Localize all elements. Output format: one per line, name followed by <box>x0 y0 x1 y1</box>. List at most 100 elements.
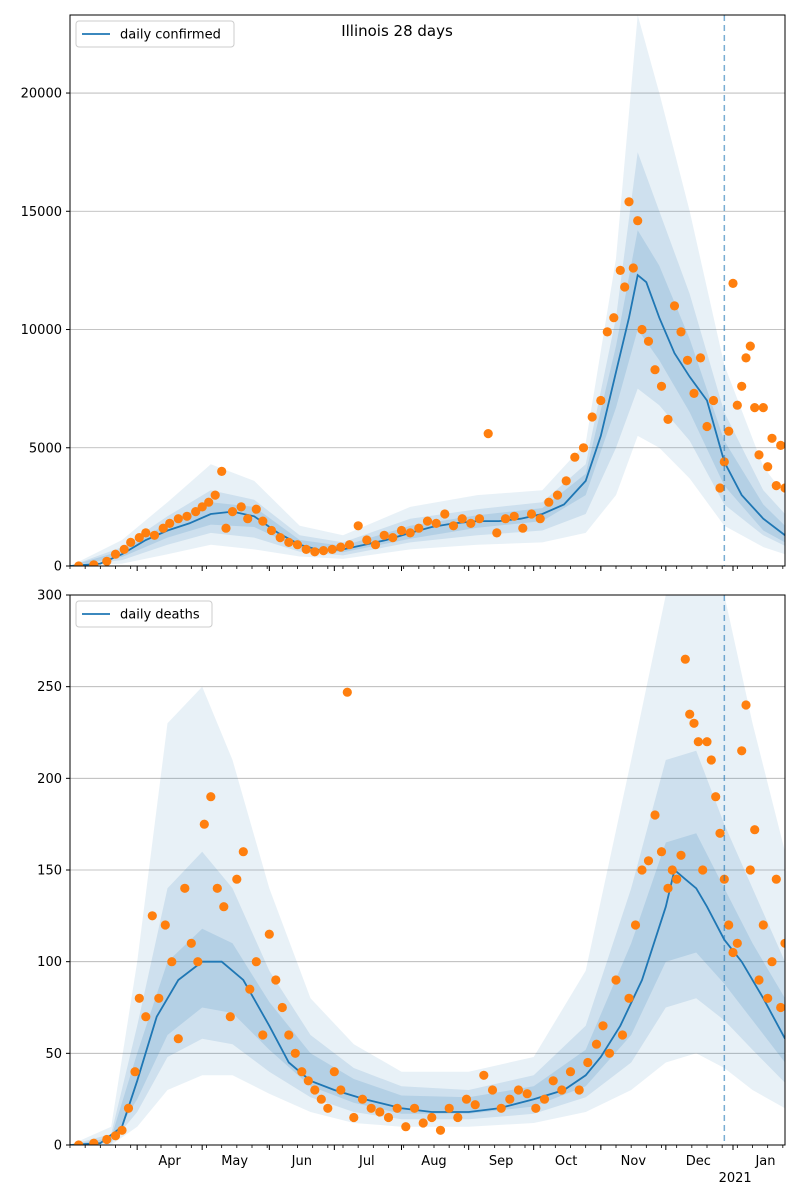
observed-point <box>74 561 84 566</box>
observed-point <box>303 1076 313 1086</box>
observed-point <box>719 457 729 467</box>
observed-point <box>414 523 424 533</box>
observed-point <box>763 993 773 1003</box>
y-tick-label: 300 <box>37 589 62 604</box>
observed-point <box>583 1057 593 1068</box>
observed-point <box>158 523 168 533</box>
observed-point <box>193 957 203 967</box>
observed-point <box>388 533 398 543</box>
observed-point <box>682 355 693 365</box>
observed-point <box>750 403 760 413</box>
observed-point <box>206 792 216 802</box>
observed-point <box>396 525 407 536</box>
observed-point <box>548 1076 558 1086</box>
x-year-label: 2021 <box>719 1171 752 1186</box>
observed-point <box>637 865 647 875</box>
observed-point <box>323 1103 333 1113</box>
legend-label: daily deaths <box>120 608 200 623</box>
observed-point <box>284 1030 294 1040</box>
observed-point <box>706 755 716 765</box>
observed-point <box>154 993 164 1003</box>
observed-point <box>620 282 630 292</box>
observed-point <box>89 1138 99 1145</box>
legend-label: daily confirmed <box>120 28 221 43</box>
observed-point <box>217 466 227 476</box>
observed-point <box>353 521 363 531</box>
observed-point <box>336 1085 346 1095</box>
observed-point <box>771 481 781 491</box>
uncertainty-band-outer <box>70 15 785 566</box>
x-tick-label: Jan <box>754 1154 775 1169</box>
observed-point <box>160 920 170 930</box>
observed-point <box>711 792 721 802</box>
observed-point <box>483 429 493 439</box>
observed-point <box>284 537 294 548</box>
observed-point <box>173 514 183 524</box>
observed-point <box>715 828 725 838</box>
observed-point <box>758 403 768 413</box>
observed-point <box>210 490 220 500</box>
observed-point <box>531 1103 541 1113</box>
observed-point <box>591 1039 602 1049</box>
observed-point <box>561 476 571 486</box>
y-tick-label: 5000 <box>29 441 62 456</box>
observed-point <box>596 395 606 406</box>
legend: daily confirmed <box>75 20 235 48</box>
observed-point <box>134 993 144 1003</box>
observed-point <box>422 516 433 526</box>
observed-point <box>609 313 619 323</box>
observed-point <box>342 687 352 697</box>
observed-point <box>604 1048 615 1058</box>
observed-point <box>444 1103 454 1113</box>
observed-point <box>574 1085 584 1095</box>
observed-point <box>702 737 712 747</box>
x-tick-label: Oct <box>555 1154 577 1169</box>
observed-point <box>724 426 734 436</box>
observed-point <box>732 400 742 410</box>
y-tick-label: 10000 <box>21 323 62 338</box>
observed-point <box>130 1067 140 1077</box>
legend-box <box>75 20 235 48</box>
observed-point <box>119 544 129 555</box>
observed-point <box>277 1002 287 1013</box>
observed-point <box>628 263 638 273</box>
observed-point <box>617 1030 628 1040</box>
observed-point <box>251 957 261 967</box>
observed-point <box>301 544 311 555</box>
observed-point <box>624 993 634 1003</box>
observed-point <box>693 737 703 747</box>
observed-point <box>123 1103 134 1113</box>
observed-point <box>513 1085 524 1095</box>
observed-point <box>741 700 751 710</box>
observed-point <box>767 957 777 967</box>
x-tick-label: Sep <box>489 1154 514 1169</box>
observed-point <box>167 957 177 967</box>
observed-point <box>379 530 389 540</box>
observed-point <box>453 1112 463 1123</box>
x-tick-label: Jun <box>291 1154 312 1169</box>
observed-point <box>776 1002 785 1013</box>
observed-point <box>656 847 667 857</box>
observed-point <box>357 1094 368 1104</box>
observed-point <box>633 216 643 226</box>
observed-point <box>728 278 738 288</box>
observed-point <box>327 544 337 555</box>
observed-point <box>405 528 415 538</box>
observed-point <box>370 540 381 550</box>
observed-point <box>724 920 734 930</box>
observed-point <box>698 865 708 875</box>
observed-point <box>535 514 545 524</box>
observed-point <box>266 525 277 536</box>
uncertainty-band-outer <box>70 595 785 1145</box>
uncertainty-band-inner <box>70 833 785 1145</box>
observed-point <box>615 265 625 275</box>
uncertainty-band-middle <box>70 152 785 566</box>
observed-point <box>624 197 634 207</box>
observed-point <box>344 540 355 550</box>
observed-point <box>258 516 268 526</box>
y-tick-label: 0 <box>54 1139 62 1154</box>
observed-point <box>147 911 157 921</box>
observed-point <box>74 1140 84 1145</box>
observed-point <box>186 938 196 948</box>
